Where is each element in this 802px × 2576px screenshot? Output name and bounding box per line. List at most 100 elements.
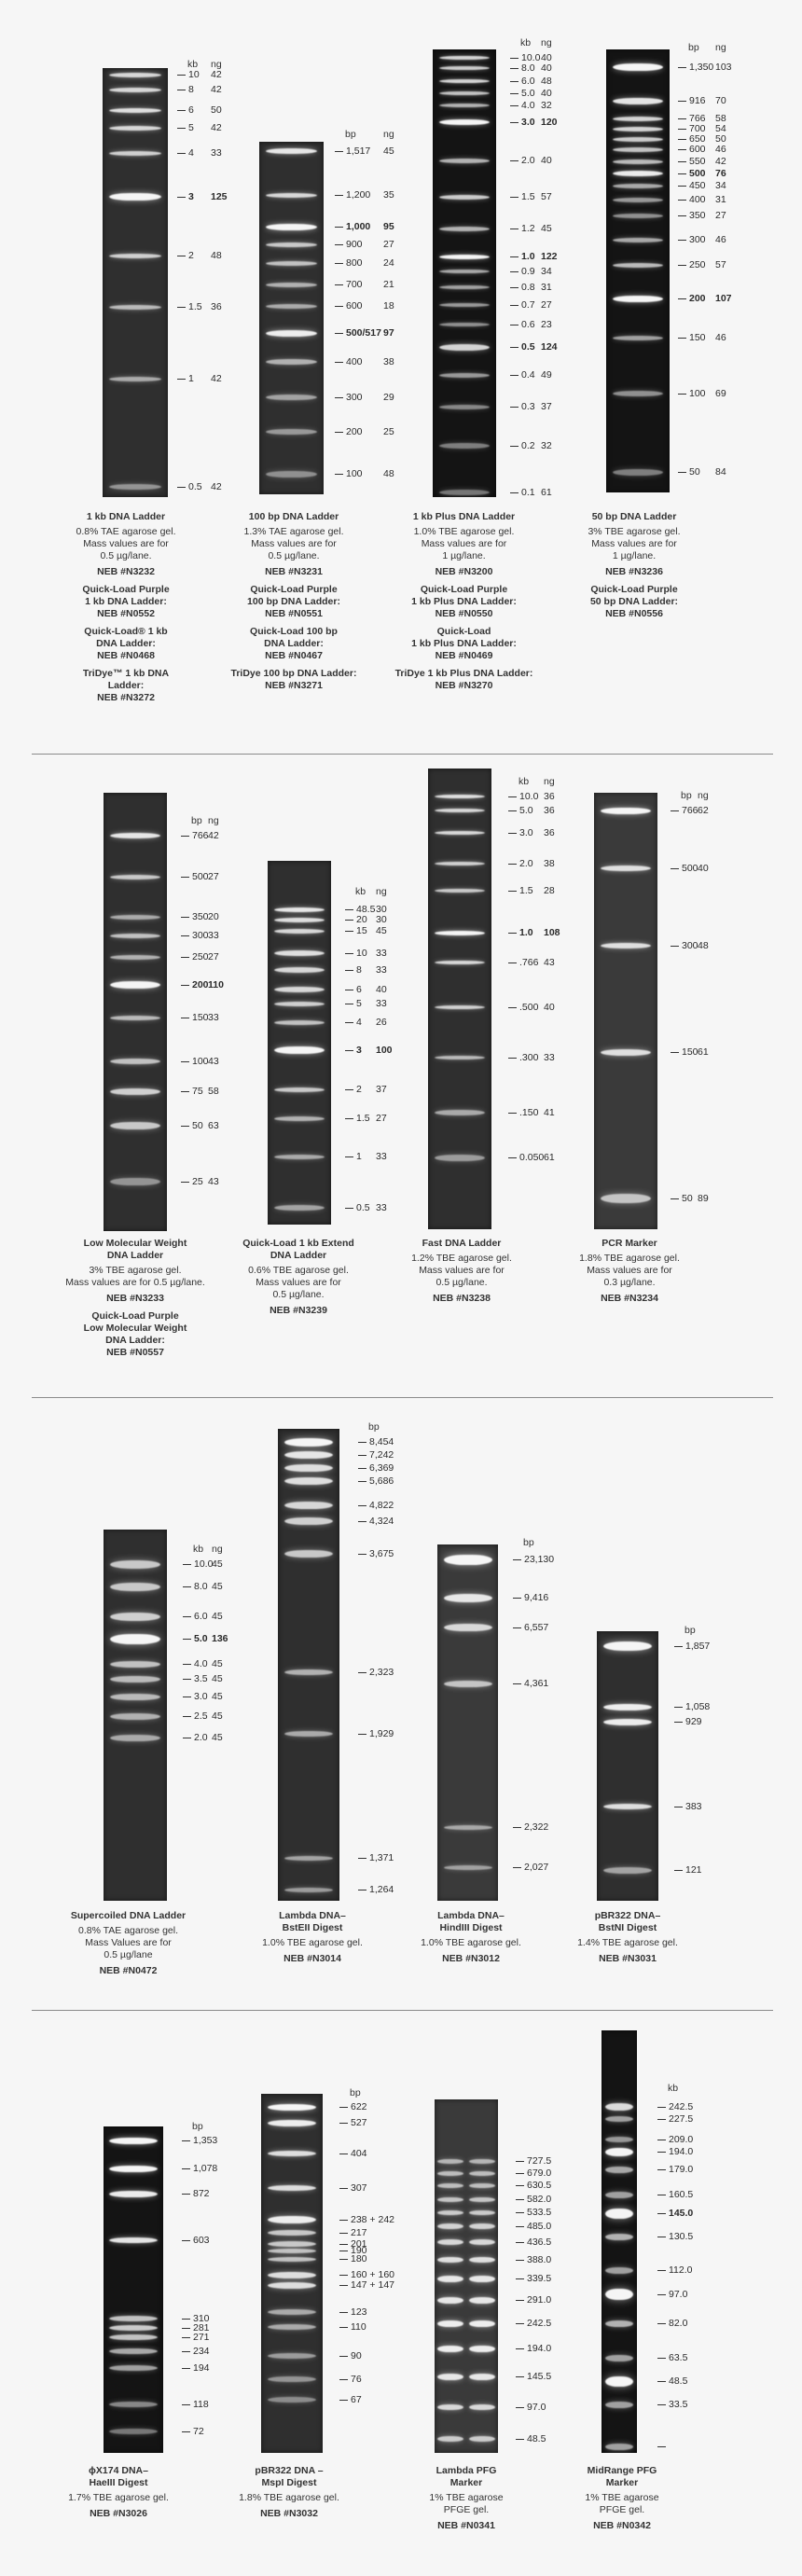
band-size-label: 916 <box>689 95 706 106</box>
band-mass-label: 42 <box>211 481 222 492</box>
dna-band <box>602 1866 653 1874</box>
band-mass-label: 48 <box>383 468 394 479</box>
band-tick-mark <box>508 1007 517 1009</box>
band-size-label: 500/517 <box>346 327 381 339</box>
band-mass-label: 45 <box>212 1558 223 1570</box>
band-tick-mark <box>335 362 343 364</box>
dna-band <box>265 395 318 400</box>
band-mass-label: 29 <box>383 392 394 403</box>
band-tick-mark <box>657 2381 666 2383</box>
ladder-title: PCR Marker <box>602 1238 657 1249</box>
unit-header: bp <box>368 1421 380 1433</box>
band-mass-label: 48 <box>211 250 222 261</box>
band-size-label: 227.5 <box>669 2113 694 2125</box>
dna-band <box>267 2241 317 2247</box>
dna-band <box>437 2182 463 2188</box>
band-tick-mark <box>182 2194 190 2195</box>
band-size-label: 1 <box>188 373 194 384</box>
dna-band <box>438 79 491 83</box>
dna-band <box>602 1641 653 1651</box>
band-size-label: 100 <box>192 1056 209 1067</box>
band-mass-label: 76 <box>715 168 726 179</box>
gel-lane-supercoiled <box>104 1530 167 1901</box>
dna-band <box>438 323 491 326</box>
catalog-number: NEB #N3031 <box>599 1953 657 1964</box>
band-tick-mark <box>516 2260 524 2262</box>
band-size-label: 300 <box>346 392 363 403</box>
band-tick-mark <box>345 1208 353 1210</box>
band-tick-mark <box>513 1559 521 1561</box>
gel-lane-1kbplus <box>433 49 496 497</box>
band-size-label: 1,078 <box>193 2163 218 2174</box>
dna-band <box>109 2402 158 2407</box>
band-size-label: 271 <box>193 2332 210 2343</box>
band-tick-mark <box>508 1058 517 1059</box>
band-size-label: 436.5 <box>527 2237 552 2248</box>
band-tick-mark <box>335 432 343 434</box>
band-mass-label: 20 <box>208 911 219 922</box>
caption-1kbplus: 1 kb Plus DNA Ladder 1.0% TBE agarose gel… <box>387 511 541 698</box>
band-size-label: 97.0 <box>527 2402 546 2413</box>
dna-band <box>109 2325 158 2331</box>
catalog-number: NEB #N3233 <box>106 1293 164 1304</box>
gel-description: 1.3% TAE agarose gel. Mass values are fo… <box>243 526 344 561</box>
band-tick-mark <box>183 1679 191 1681</box>
band-size-label: 0.1 <box>521 487 535 498</box>
band-size-label: 20 <box>356 914 367 925</box>
gel-description: 0.6% TBE agarose gel. Mass values are fo… <box>248 1265 349 1300</box>
band-size-label: 650 <box>689 133 706 145</box>
band-tick-mark <box>339 2275 348 2277</box>
caption-50bp: 50 bp DNA Ladder 3% TBE agarose gel. Mass… <box>574 511 695 626</box>
dna-band <box>612 136 664 142</box>
band-tick-mark <box>510 58 519 60</box>
band-mass-label: 33 <box>376 1202 387 1213</box>
dna-band <box>267 2256 317 2262</box>
band-size-label: 600 <box>689 144 706 155</box>
band-mass-label: 18 <box>383 300 394 312</box>
band-mass-label: 57 <box>541 191 552 202</box>
band-tick-mark <box>183 1639 191 1641</box>
band-size-label: 10.0 <box>194 1558 214 1570</box>
band-tick-mark <box>516 2376 524 2378</box>
band-tick-mark <box>339 2312 348 2314</box>
gel-lane-100bp <box>259 142 324 494</box>
band-mass-label: 122 <box>541 251 558 262</box>
catalog-number: NEB #N3232 <box>97 566 155 577</box>
dna-band <box>109 933 161 938</box>
band-size-label: 1,929 <box>369 1728 394 1739</box>
dna-band <box>109 125 161 131</box>
band-tick-mark <box>678 298 686 300</box>
band-mass-label: 42 <box>211 373 222 384</box>
band-mass-label: 46 <box>715 332 726 343</box>
band-size-label: 150 <box>192 1012 209 1023</box>
unit-header: kb <box>193 1544 204 1555</box>
band-size-label: 48.5 <box>669 2375 688 2387</box>
gel-description: 0.8% TAE agarose gel. Mass values are fo… <box>76 526 176 561</box>
band-tick-mark <box>657 2446 666 2448</box>
band-size-label: 6 <box>356 984 362 995</box>
dna-band <box>469 2345 495 2352</box>
variant-title: Quick-Load® 1 kb DNA Ladder: <box>84 626 168 649</box>
band-mass-label: 40 <box>698 863 709 874</box>
dna-band <box>434 1154 486 1161</box>
band-mass-label: 108 <box>544 927 560 938</box>
mass-unit-header: ng <box>212 1544 223 1555</box>
dna-band <box>283 1855 334 1861</box>
band-tick-mark <box>674 1646 683 1648</box>
band-size-label: 72 <box>193 2426 204 2437</box>
dna-band <box>438 104 491 107</box>
dna-band <box>438 119 491 125</box>
band-tick-mark <box>177 197 186 199</box>
unit-header: bp <box>523 1537 534 1548</box>
band-size-label: 5.0 <box>521 88 535 99</box>
band-size-label: 110 <box>351 2321 366 2333</box>
band-size-label: 5 <box>188 122 194 133</box>
dna-band <box>109 2237 158 2243</box>
band-tick-mark <box>510 256 519 258</box>
dna-band <box>469 2170 495 2176</box>
dna-band <box>443 1593 492 1602</box>
band-tick-mark <box>182 2140 190 2142</box>
band-tick-mark <box>182 2168 190 2170</box>
band-tick-mark <box>678 149 686 151</box>
dna-band <box>273 1019 325 1025</box>
